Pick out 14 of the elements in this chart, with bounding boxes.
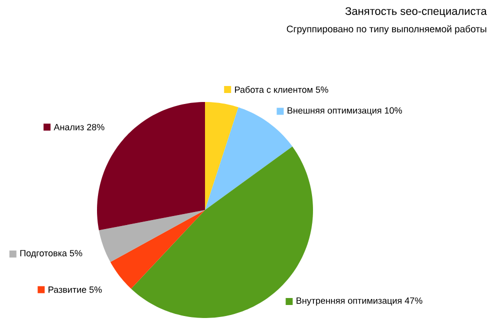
legend-label: Внутренняя оптимизация: [296, 298, 402, 306]
legend-label: Работа с клиентом: [235, 86, 312, 93]
chart-subtitle: Сгруппировано по типу выполняемой работы: [286, 25, 486, 34]
data-label: 47%: [404, 297, 422, 304]
legend-label: Внешняя оптимизация: [288, 107, 382, 116]
legend-label: Развитие: [48, 286, 86, 293]
chart-title: Занятость seo-специалиста: [345, 7, 487, 18]
data-label: 5%: [89, 286, 102, 293]
data-label: 10%: [384, 107, 402, 114]
data-label: 28%: [87, 124, 104, 130]
data-label: 5%: [70, 250, 82, 256]
legend-label: Анализ: [54, 124, 84, 130]
data-label: 5%: [316, 86, 328, 93]
legend-label: Подготовка: [20, 250, 67, 258]
